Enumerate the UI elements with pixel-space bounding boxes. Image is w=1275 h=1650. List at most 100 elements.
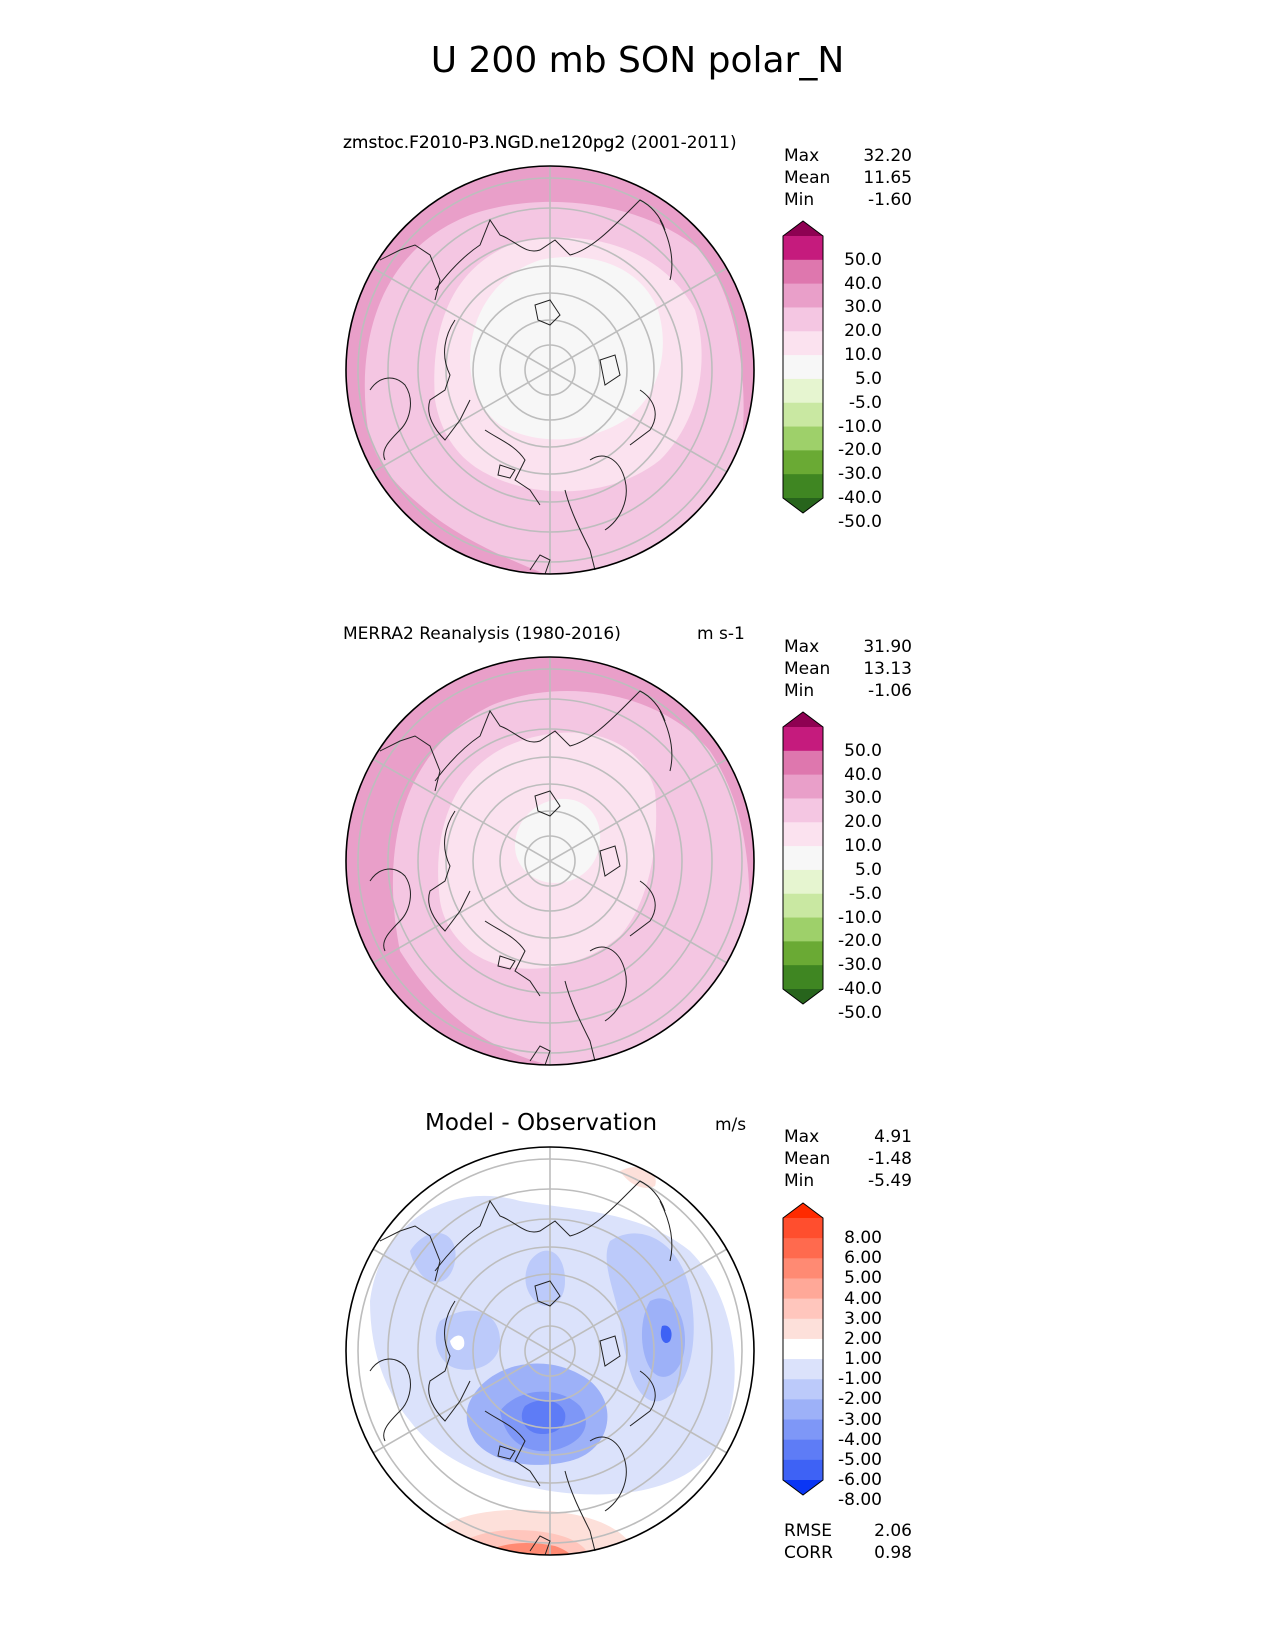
colorbar-extend-top <box>783 221 823 236</box>
colorbar-tick-label: -40.0 <box>838 979 882 999</box>
colorbar-segment <box>783 750 823 776</box>
p3-coastlines <box>369 1180 673 1556</box>
colorbar-segment <box>783 846 823 871</box>
colorbar-segment <box>783 1419 823 1441</box>
p3-neg6 <box>660 1325 672 1344</box>
panel-3-title: Model - Observation <box>425 1110 658 1136</box>
colorbar-graphic <box>782 1202 824 1496</box>
colorbar-extend-bottom <box>783 1480 823 1495</box>
colorbar-segment <box>783 474 823 499</box>
panel-3-extra-stats: RMSE 2.06 CORR 0.98 <box>784 1520 912 1564</box>
colorbar-outline <box>782 1202 824 1496</box>
colorbar-tick-label: 50.0 <box>844 249 882 270</box>
colorbar-tick-label: 1.00 <box>844 1349 882 1370</box>
colorbar-tick-label: 4.00 <box>844 1288 882 1309</box>
colorbar-segment <box>783 869 823 895</box>
stat-value: 13.13 <box>863 659 912 679</box>
stat-value: -1.60 <box>868 190 912 210</box>
stat-label: Max <box>784 637 820 657</box>
colorbar-tick-label: 40.0 <box>844 764 882 785</box>
stat-value: -5.49 <box>868 1171 912 1191</box>
colorbar-segment <box>783 1298 823 1320</box>
colorbar-tick-label: 3.00 <box>844 1308 882 1329</box>
colorbar-tick-label: -8.00 <box>838 1490 882 1511</box>
colorbar-tick-label: -50.0 <box>838 511 882 532</box>
colorbar-segment <box>783 236 823 261</box>
stat-value: 11.65 <box>863 168 912 188</box>
colorbar-tick-label: 30.0 <box>844 788 882 809</box>
panel-2-polar-map <box>345 656 755 1066</box>
stat-label: RMSE <box>784 1521 833 1541</box>
colorbar-segment <box>783 1459 823 1481</box>
panel-1-polar-map <box>345 165 755 575</box>
colorbar-tick-label: -2.00 <box>838 1389 882 1410</box>
p3-neg2-c <box>435 1310 500 1370</box>
colorbar-segment <box>783 893 823 919</box>
colorbar-segment <box>783 1218 823 1239</box>
colorbar-tick-label: 5.00 <box>844 1268 882 1289</box>
colorbar-segment <box>783 774 823 799</box>
stat-value: 32.20 <box>863 146 912 166</box>
colorbar-outline <box>782 711 824 1005</box>
colorbar-segment <box>783 283 823 308</box>
colorbar-tick-label: -10.0 <box>838 907 882 928</box>
colorbar-tick-label: -30.0 <box>838 955 882 976</box>
p3-neg5 <box>521 1400 566 1435</box>
colorbar-segment <box>783 331 823 356</box>
colorbar-segment <box>783 1238 823 1259</box>
stat-label: Min <box>784 190 815 210</box>
colorbar-extend-top <box>783 712 823 727</box>
stat-value: 0.98 <box>874 1543 912 1563</box>
colorbar-tick-label: -1.00 <box>838 1369 882 1390</box>
p2-coastlines <box>369 690 673 1066</box>
colorbar-segment <box>783 822 823 847</box>
panel-2-title: MERRA2 Reanalysis (1980-2016) <box>343 624 621 644</box>
colorbar-segment <box>783 450 823 475</box>
colorbar-tick-label: -40.0 <box>838 488 882 508</box>
colorbar-segment <box>783 402 823 428</box>
colorbar-tick-label: 40.0 <box>844 273 882 294</box>
stat-label: CORR <box>784 1543 833 1563</box>
figure-title: U 200 mb SON polar_N <box>430 40 845 81</box>
colorbar-segment <box>783 355 823 380</box>
p1-boundary <box>345 165 755 575</box>
colorbar-tick-label: 10.0 <box>844 836 882 857</box>
p3-graticule <box>357 1147 743 1555</box>
colorbar-segment <box>783 1278 823 1300</box>
stat-value: -1.48 <box>868 1149 912 1169</box>
colorbar-segment <box>783 1439 823 1461</box>
stat-label: Max <box>784 1127 820 1147</box>
p1-graticule <box>357 166 743 574</box>
colorbar-extend-top <box>783 1203 823 1218</box>
stat-value: -1.06 <box>868 681 912 701</box>
p2-graticule <box>357 657 743 1065</box>
panel-1-colorbar: 50.0 40.0 30.0 20.0 10.0 5.0 -5.0 -10.0 -20.0 -30… <box>782 220 892 532</box>
colorbar-tick-label: 30.0 <box>844 297 882 318</box>
colorbar-graphic <box>782 220 824 514</box>
colorbar-segment <box>783 259 823 285</box>
colorbar-tick-label: 10.0 <box>844 345 882 366</box>
panel-3-polar-map <box>345 1146 755 1556</box>
colorbar-tick-label: 6.00 <box>844 1248 882 1269</box>
colorbar-segment <box>783 1359 823 1380</box>
p3-pos1-white <box>450 1335 465 1351</box>
stat-label: Min <box>784 681 815 701</box>
stat-label: Mean <box>784 659 831 679</box>
colorbar-segment <box>783 965 823 990</box>
panel-2-stats: Max 31.90 Mean 13.13 Min -1.06 <box>784 636 912 702</box>
colorbar-tick-label: 8.00 <box>844 1228 882 1249</box>
p3-boundary <box>345 1146 755 1556</box>
colorbar-tick-label: -5.0 <box>848 392 882 413</box>
panel-1-title-a: zmstoc F2010-P3.NGD.ne120pg2 <box>343 133 626 153</box>
colorbar-tick-label: -5.00 <box>838 1449 882 1470</box>
colorbar-tick-label: -20.0 <box>838 440 882 461</box>
colorbar-segment <box>783 426 823 451</box>
colorbar-segment <box>783 307 823 332</box>
stat-label: Min <box>784 1171 815 1191</box>
colorbar-tick-label: -20.0 <box>838 931 882 952</box>
colorbar-outline <box>782 220 824 514</box>
p3-neg2-a <box>410 1232 456 1283</box>
p2-boundary <box>345 656 755 1066</box>
colorbar-segment <box>783 727 823 752</box>
stat-label: Mean <box>784 1149 831 1169</box>
